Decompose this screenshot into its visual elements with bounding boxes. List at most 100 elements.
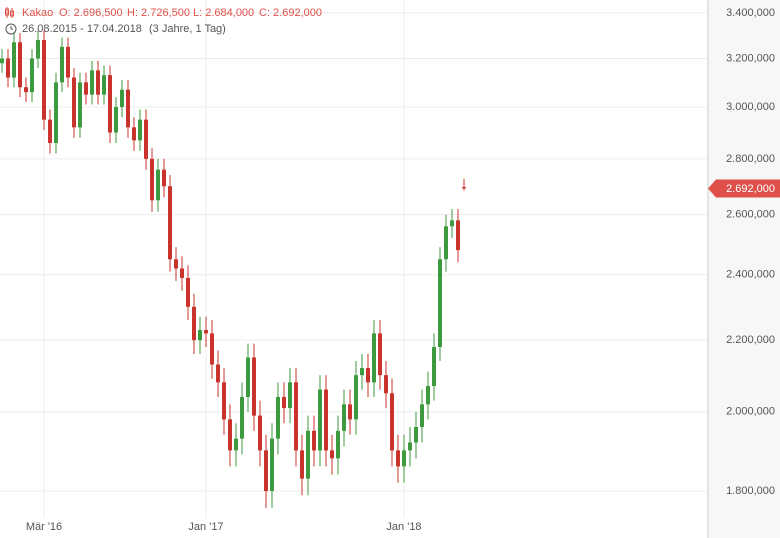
candle-body: [390, 393, 394, 451]
candle-body: [414, 427, 418, 443]
candle-body: [282, 396, 286, 409]
grid: [0, 0, 708, 518]
candle-body: [360, 368, 364, 376]
candle-body: [408, 442, 412, 451]
candle-body: [258, 415, 262, 451]
ohlc-close: C: 2.692,000: [259, 7, 322, 19]
candle-body: [168, 186, 172, 260]
header: Kakao O: 2.696,500 H: 2.726,500 L: 2.684…: [5, 7, 322, 35]
candle-body: [162, 169, 166, 187]
candle-body: [252, 357, 256, 416]
candle-body: [264, 450, 268, 492]
candle-body: [6, 58, 10, 78]
ohlc-low: L: 2.684,000: [193, 7, 254, 19]
candle-body: [126, 89, 130, 128]
candle-body: [12, 42, 16, 78]
candle-body: [234, 438, 238, 451]
last-price-label: 2.692,000: [726, 183, 775, 195]
x-tick-label: Jan '18: [386, 521, 421, 533]
candle-body: [30, 58, 34, 93]
y-tick-label: 1.800,000: [726, 485, 775, 497]
candle-body: [222, 382, 226, 420]
candle-body: [354, 375, 358, 420]
period: (3 Jahre, 1 Tag): [149, 23, 226, 35]
candle-icon: [5, 7, 14, 18]
candle-body: [192, 306, 196, 341]
date-range: 26.08.2015 - 17.04.2018: [22, 23, 142, 35]
candle-body: [294, 382, 298, 451]
clock-hands: [10, 26, 13, 30]
candle-body: [348, 404, 352, 420]
candle-body: [180, 268, 184, 278]
ohlc-open: O: 2.696,500: [59, 7, 123, 19]
candle-body: [120, 89, 124, 108]
ohlc-high: H: 2.726,500: [127, 7, 190, 19]
candle-body: [216, 364, 220, 383]
candle-body: [156, 169, 160, 201]
y-tick-label: 2.000,000: [726, 406, 775, 418]
candle-body: [90, 70, 94, 95]
x-tick-label: Mär '16: [26, 521, 62, 533]
candle-body: [246, 357, 250, 397]
candle-body: [306, 430, 310, 479]
y-tick-label: 2.600,000: [726, 209, 775, 221]
candle-body: [372, 333, 376, 383]
candle-body: [396, 450, 400, 467]
instrument-name: Kakao: [22, 7, 53, 19]
y-tick-label: 2.400,000: [726, 269, 775, 281]
y-tick-label: 2.200,000: [726, 334, 775, 346]
y-tick-label: 3.200,000: [726, 52, 775, 64]
candle-body: [366, 368, 370, 383]
candle-body: [132, 127, 136, 141]
clock-icon: [5, 23, 17, 35]
candle-body: [324, 389, 328, 451]
candle-body: [444, 226, 448, 260]
axis-panel: [708, 0, 780, 538]
candle-body: [426, 385, 430, 405]
candle-body: [36, 39, 40, 59]
candle-body: [198, 330, 202, 341]
last-price-tag: [708, 179, 780, 198]
candle-body: [60, 46, 64, 83]
candle-body: [54, 82, 58, 143]
candle-body: [336, 430, 340, 459]
y-tick-label: 3.400,000: [726, 7, 775, 19]
candle-body: [438, 259, 442, 348]
candle-body: [228, 419, 232, 451]
candle-body: [102, 75, 106, 95]
candle-body: [300, 450, 304, 479]
candle-body: [78, 82, 82, 128]
candle-body: [108, 75, 112, 133]
candle-body: [150, 158, 154, 201]
candle-body: [42, 39, 46, 120]
y-tick-label: 3.000,000: [726, 101, 775, 113]
candle-body: [0, 58, 4, 64]
candle-body: [186, 277, 190, 307]
candle-body: [378, 333, 382, 376]
candle-body: [72, 77, 76, 128]
x-tick-label: Jan '17: [188, 521, 223, 533]
candles: [0, 30, 466, 508]
candle-body: [318, 389, 322, 451]
candle-body: [96, 70, 100, 95]
candle-body: [432, 347, 436, 386]
candle-body: [342, 404, 346, 431]
candle-body: [402, 450, 406, 467]
candle-body: [456, 220, 460, 251]
candle-body: [66, 46, 70, 78]
candle-body: [174, 259, 178, 269]
candle-body: [138, 119, 142, 141]
candle-body: [84, 82, 88, 95]
candle-body: [276, 396, 280, 439]
candle-body: [24, 87, 28, 93]
candle-body: [462, 187, 466, 189]
candle-body: [330, 450, 334, 459]
candle-body: [240, 396, 244, 439]
candle-body: [210, 333, 214, 365]
candle-body: [270, 438, 274, 492]
candle-body: [18, 42, 22, 88]
y-tick-label: 2.800,000: [726, 153, 775, 165]
candle-body: [144, 119, 148, 159]
